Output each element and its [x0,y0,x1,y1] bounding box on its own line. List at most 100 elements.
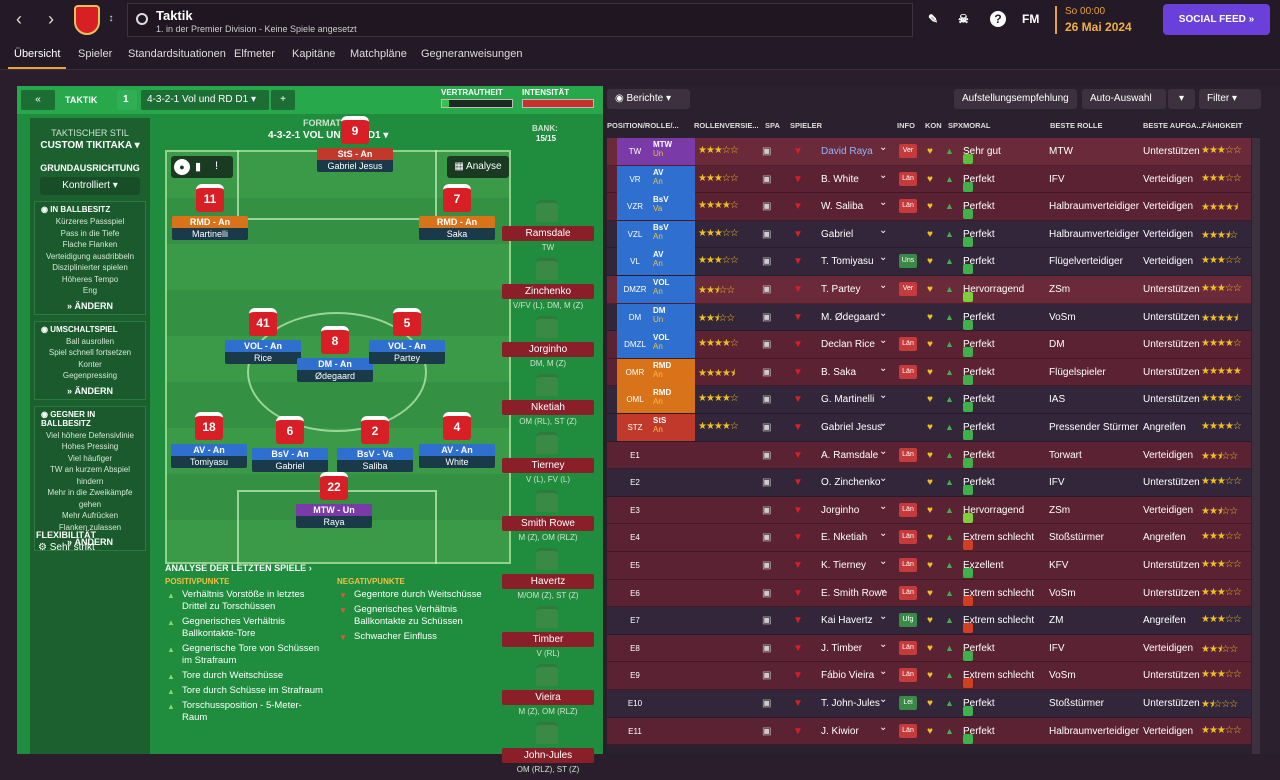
player-name[interactable]: W. Saliba [821,201,864,213]
player-name[interactable]: B. Saka [821,366,857,378]
analyse-button[interactable]: ▦ Analyse [447,156,509,178]
row-role[interactable]: StS An [653,414,695,441]
table-row[interactable]: E11 ▣ ▼ J. Kiwior ⌄ Län ♥ ▲ Perfekt Halbraumverte… [607,717,1251,746]
row-role[interactable]: BsV An [653,220,695,248]
player-name[interactable]: T. John-Jules [821,698,880,709]
tab-4[interactable]: Kapitäne [292,48,336,60]
player-shirt[interactable]: 5 [393,308,421,336]
auto-select-button[interactable]: Auto-Auswahl [1082,89,1166,109]
collapse-button[interactable]: « [21,90,55,110]
player-chip[interactable]: AV - An Tomiyasu [171,444,247,468]
fm-menu-button[interactable]: FM [1022,12,1040,26]
row-role[interactable]: AV An [653,248,695,276]
player-name[interactable]: J. Kiwior [821,725,859,737]
edit-icon[interactable]: ✎ [928,12,939,26]
player-dropdown-icon[interactable]: ⌄ [879,556,888,567]
table-row[interactable]: DM DM Un ★★⯨☆☆ ▣ ▼ M. Ødegaard ⌄ ♥ ▲ Perfekt VoSm Un… [607,303,1251,332]
change-button[interactable]: » ÄNDERN [66,385,113,396]
row-role[interactable]: RMD An [653,386,695,414]
skull-icon[interactable]: ☠ [958,12,969,26]
player-name[interactable]: Gabriel [821,228,854,240]
bench-player[interactable]: Ramsdale TW [500,200,596,258]
bench-player[interactable]: Smith Rowe M (Z), OM (RLZ) [500,490,596,548]
column-header[interactable]: MORAL [963,121,991,130]
player-name[interactable]: Declan Rice [821,339,875,351]
table-row[interactable]: E8 ▣ ▼ J. Timber ⌄ Län ♥ ▲ Perfekt IFV Verteidigen… [607,634,1251,663]
player-shirt[interactable]: 41 [249,308,277,336]
table-row[interactable]: E10 ▣ ▼ T. John-Jules ⌄ Lei ♥ ▲ Perfekt Stoßstürm… [607,690,1251,718]
column-header[interactable]: BESTE AUFGA... [1143,121,1203,130]
player-name[interactable]: Fábio Vieira [821,670,875,682]
row-role[interactable]: DM Un [653,303,695,331]
player-chip[interactable]: DM - An Ødegaard [297,358,373,382]
player-chip[interactable]: BsV - An Gabriel [252,448,328,472]
player-dropdown-icon[interactable]: ⌄ [879,445,888,457]
player-shirt[interactable]: 18 [195,412,223,440]
player-shirt[interactable]: 9 [341,116,369,144]
row-role[interactable]: BsV Va [653,193,695,221]
tab-1[interactable]: Spieler [78,48,113,60]
player-name[interactable]: A. Ramsdale [821,449,879,461]
table-row[interactable]: DMZL VOL An ★★★★☆ ▣ ▼ Declan Rice ⌄ Län ♥ ▲ Perfekt… [607,331,1251,359]
table-row[interactable]: VR AV An ★★★☆☆ ▣ ▼ B. White ⌄ Län ♥ ▲ Perfekt IFV Ver… [607,165,1251,194]
player-chip[interactable]: StS - An Gabriel Jesus [317,148,393,172]
table-row[interactable]: E9 ▣ ▼ Fábio Vieira ⌄ Län ♥ ▲ Extrem schlecht VoS… [607,662,1251,690]
filter-button[interactable]: Filter ▾ [1199,89,1261,109]
player-chip[interactable]: BsV - Va Saliba [337,448,413,472]
social-feed-button[interactable]: SOCIAL FEED » [1163,4,1270,35]
table-row[interactable]: TW MTW Un ★★★☆☆ ▣ ▼ David Raya ⌄ Ver ♥ ▲ Sehr gut MT… [607,138,1251,166]
table-row[interactable]: E7 ▣ ▼ Kai Havertz ⌄ Ufg ♥ ▲ Extrem schlecht ZM An… [607,607,1251,635]
player-name[interactable]: Kai Havertz [821,615,873,627]
row-role[interactable] [653,690,695,717]
player-dropdown-icon[interactable]: ⌄ [879,418,888,429]
player-dropdown-icon[interactable]: ⌄ [879,252,888,264]
table-row[interactable]: VZL BsV An ★★★☆☆ ▣ ▼ Gabriel ⌄ ♥ ▲ Perfekt Halbraum… [607,220,1251,249]
row-role[interactable] [653,580,695,607]
bench-player[interactable]: John-Jules OM (RLZ), ST (Z) [500,722,596,780]
player-chip[interactable]: MTW - Un Raya [296,504,372,528]
player-chip[interactable]: VOL - An Partey [369,340,445,364]
table-row[interactable]: OMR RMD An ★★★★⯨ ▣ ▼ B. Saka ⌄ Län ♥ ▲ Perfekt Flüge… [607,358,1251,387]
player-shirt[interactable]: 22 [320,472,348,500]
row-role[interactable] [653,497,695,524]
tab-0[interactable]: Übersicht [7,48,68,69]
page-title-box[interactable]: Taktik 1. in der Premier Division - Kein… [127,3,913,37]
tab-5[interactable]: Matchpläne [350,48,407,60]
player-shirt[interactable]: 6 [276,416,304,444]
table-row[interactable]: VL AV An ★★★☆☆ ▣ ▼ T. Tomiyasu ⌄ Uns ♥ ▲ Perfekt Flü… [607,248,1251,276]
bench-player[interactable]: Jorginho DM, M (Z) [500,316,596,374]
player-dropdown-icon[interactable]: ⌄ [879,390,888,402]
column-header[interactable]: SPA [765,121,780,130]
table-row[interactable]: E2 ▣ ▼ O. Zinchenko ⌄ ♥ ▲ Perfekt IFV Unterstütze… [607,469,1251,497]
player-chip[interactable]: AV - An White [419,444,495,468]
tactical-style-name[interactable]: CUSTOM TIKITAKA ▾ [40,140,140,151]
club-crest-icon[interactable] [74,5,100,35]
column-header[interactable]: ROLLENVERSIE... [694,121,759,130]
tab-6[interactable]: Gegneranweisungen [421,48,523,60]
column-header[interactable]: KON [925,121,942,130]
table-row[interactable]: OML RMD An ★★★★☆ ▣ ▼ G. Martinelli ⌄ ♥ ▲ Perfekt IA… [607,386,1251,414]
player-shirt[interactable]: 8 [321,326,349,354]
player-dropdown-icon[interactable]: ⌄ [879,721,888,733]
player-dropdown-icon[interactable]: ⌄ [879,500,888,512]
tactic-slot[interactable]: 1 [117,90,137,110]
player-shirt[interactable]: 11 [196,184,224,212]
reports-button[interactable]: ◉ Berichte ▾ [607,89,690,109]
bench-player[interactable]: Vieira M (Z), OM (RLZ) [500,664,596,722]
bench-player[interactable]: Timber V (RL) [500,606,596,664]
player-dropdown-icon[interactable]: ⌄ [879,638,888,650]
player-chip[interactable]: RMD - An Saka [419,216,495,240]
row-role[interactable]: RMD An [653,358,695,386]
player-dropdown-icon[interactable]: ⌄ [879,197,888,209]
table-row[interactable]: E4 ▣ ▼ E. Nketiah ⌄ Län ♥ ▲ Extrem schlecht Stoßs… [607,524,1251,552]
analysis-title[interactable]: ANALYSE DER LETZTEN SPIELE › [165,563,312,573]
table-row[interactable]: E6 ▣ ▼ E. Smith Rowe ⌄ Län ♥ ▲ Extrem schlecht Vo… [607,579,1251,608]
row-role[interactable]: AV An [653,165,695,193]
bench-player[interactable]: Havertz M/OM (Z), ST (Z) [500,548,596,606]
player-dropdown-icon[interactable]: ⌄ [879,694,888,705]
column-header[interactable]: SPIELER [790,121,823,130]
player-name[interactable]: E. Nketiah [821,532,868,544]
table-row[interactable]: E3 ▣ ▼ Jorginho ⌄ Län ♥ ▲ Hervorragend ZSm Verteid… [607,496,1251,525]
player-name[interactable]: E. Smith Rowe [821,587,888,599]
row-role[interactable] [653,469,695,496]
